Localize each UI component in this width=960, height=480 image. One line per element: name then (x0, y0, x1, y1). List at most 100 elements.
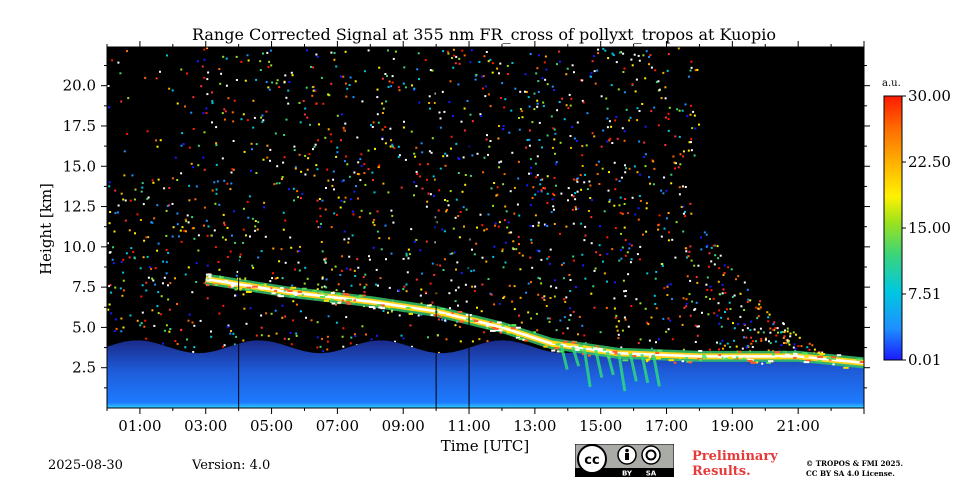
noise-speck (231, 234, 233, 237)
noise-speck (219, 82, 222, 85)
cloud-speck (378, 306, 383, 309)
noise-speck (476, 306, 478, 309)
cloud-speck (566, 343, 573, 346)
noise-speck (141, 284, 144, 287)
noise-speck (660, 235, 663, 238)
noise-speck (782, 322, 785, 325)
noise-speck (454, 324, 457, 327)
noise-speck (345, 267, 348, 270)
noise-speck (723, 272, 726, 274)
noise-speck (145, 281, 148, 284)
noise-speck (315, 164, 318, 167)
noise-speck (498, 125, 500, 127)
cloud-speck (336, 293, 341, 296)
noise-speck (229, 250, 232, 253)
noise-speck (329, 133, 332, 136)
noise-speck (314, 143, 317, 146)
noise-speck (614, 119, 617, 122)
noise-speck (358, 173, 361, 176)
noise-speck (376, 210, 379, 213)
noise-speck (444, 319, 447, 322)
noise-speck (511, 300, 514, 303)
y-tick-label: 12.5 (63, 198, 96, 216)
noise-speck (321, 276, 324, 279)
noise-speck (735, 345, 738, 348)
noise-speck (222, 345, 225, 348)
noise-speck (696, 325, 699, 328)
cloud-speck (346, 298, 352, 301)
noise-speck (296, 303, 298, 306)
noise-speck (315, 102, 318, 105)
noise-speck (302, 100, 305, 102)
noise-speck (530, 238, 533, 241)
noise-speck (615, 115, 618, 118)
noise-speck (774, 327, 777, 330)
noise-speck (630, 305, 633, 307)
noise-speck (257, 221, 260, 224)
noise-speck (129, 199, 132, 202)
noise-speck (202, 112, 205, 115)
noise-speck (120, 317, 123, 320)
noise-speck (492, 204, 494, 207)
noise-speck (639, 258, 641, 261)
noise-speck (276, 79, 279, 82)
cloud-speck (552, 341, 557, 344)
noise-speck (186, 214, 189, 217)
cloud-speck (457, 311, 463, 313)
noise-speck (539, 179, 542, 181)
noise-speck (611, 248, 614, 251)
noise-speck (307, 157, 310, 160)
noise-speck (325, 187, 327, 189)
noise-speck (669, 319, 672, 322)
noise-speck (404, 158, 407, 161)
noise-speck (210, 234, 213, 237)
noise-speck (718, 309, 721, 312)
cloud-speck (319, 296, 325, 298)
noise-speck (517, 160, 520, 163)
noise-speck (321, 250, 324, 253)
noise-speck (628, 119, 631, 122)
noise-speck (644, 307, 647, 310)
noise-speck (538, 250, 541, 253)
noise-speck (108, 185, 111, 188)
noise-speck (682, 348, 685, 351)
cloud-speck (205, 273, 212, 276)
noise-speck (377, 166, 380, 168)
noise-speck (615, 178, 618, 181)
noise-speck (391, 145, 394, 148)
noise-speck (508, 284, 511, 287)
y-tick-label: 2.5 (72, 359, 96, 377)
preliminary-line-2: Results. (692, 464, 751, 479)
noise-speck (518, 243, 520, 246)
noise-speck (122, 258, 125, 261)
noise-speck (503, 219, 506, 222)
noise-speck (666, 69, 669, 72)
cloud-speck (290, 295, 295, 297)
noise-speck (321, 286, 323, 289)
noise-speck (146, 255, 149, 258)
noise-speck (548, 320, 551, 323)
noise-speck (693, 114, 696, 117)
noise-speck (108, 106, 111, 109)
noise-speck (159, 70, 161, 73)
cloud-speck (274, 289, 278, 292)
cloud-speck (259, 287, 265, 290)
cloud-speck (270, 287, 273, 290)
noise-speck (657, 80, 660, 83)
cloud-speck (632, 355, 637, 358)
noise-speck (528, 172, 530, 175)
noise-speck (446, 200, 449, 202)
noise-speck (336, 151, 339, 154)
noise-speck (706, 276, 709, 279)
noise-speck (717, 257, 720, 260)
noise-speck (290, 246, 293, 249)
noise-speck (436, 334, 439, 337)
noise-speck (180, 144, 183, 147)
preliminary-notice: Preliminary Results. (692, 449, 778, 479)
noise-speck (197, 234, 200, 237)
noise-speck (612, 54, 615, 56)
noise-speck (623, 67, 626, 70)
noise-speck (284, 261, 287, 264)
noise-speck (474, 74, 477, 77)
noise-speck (358, 216, 361, 219)
